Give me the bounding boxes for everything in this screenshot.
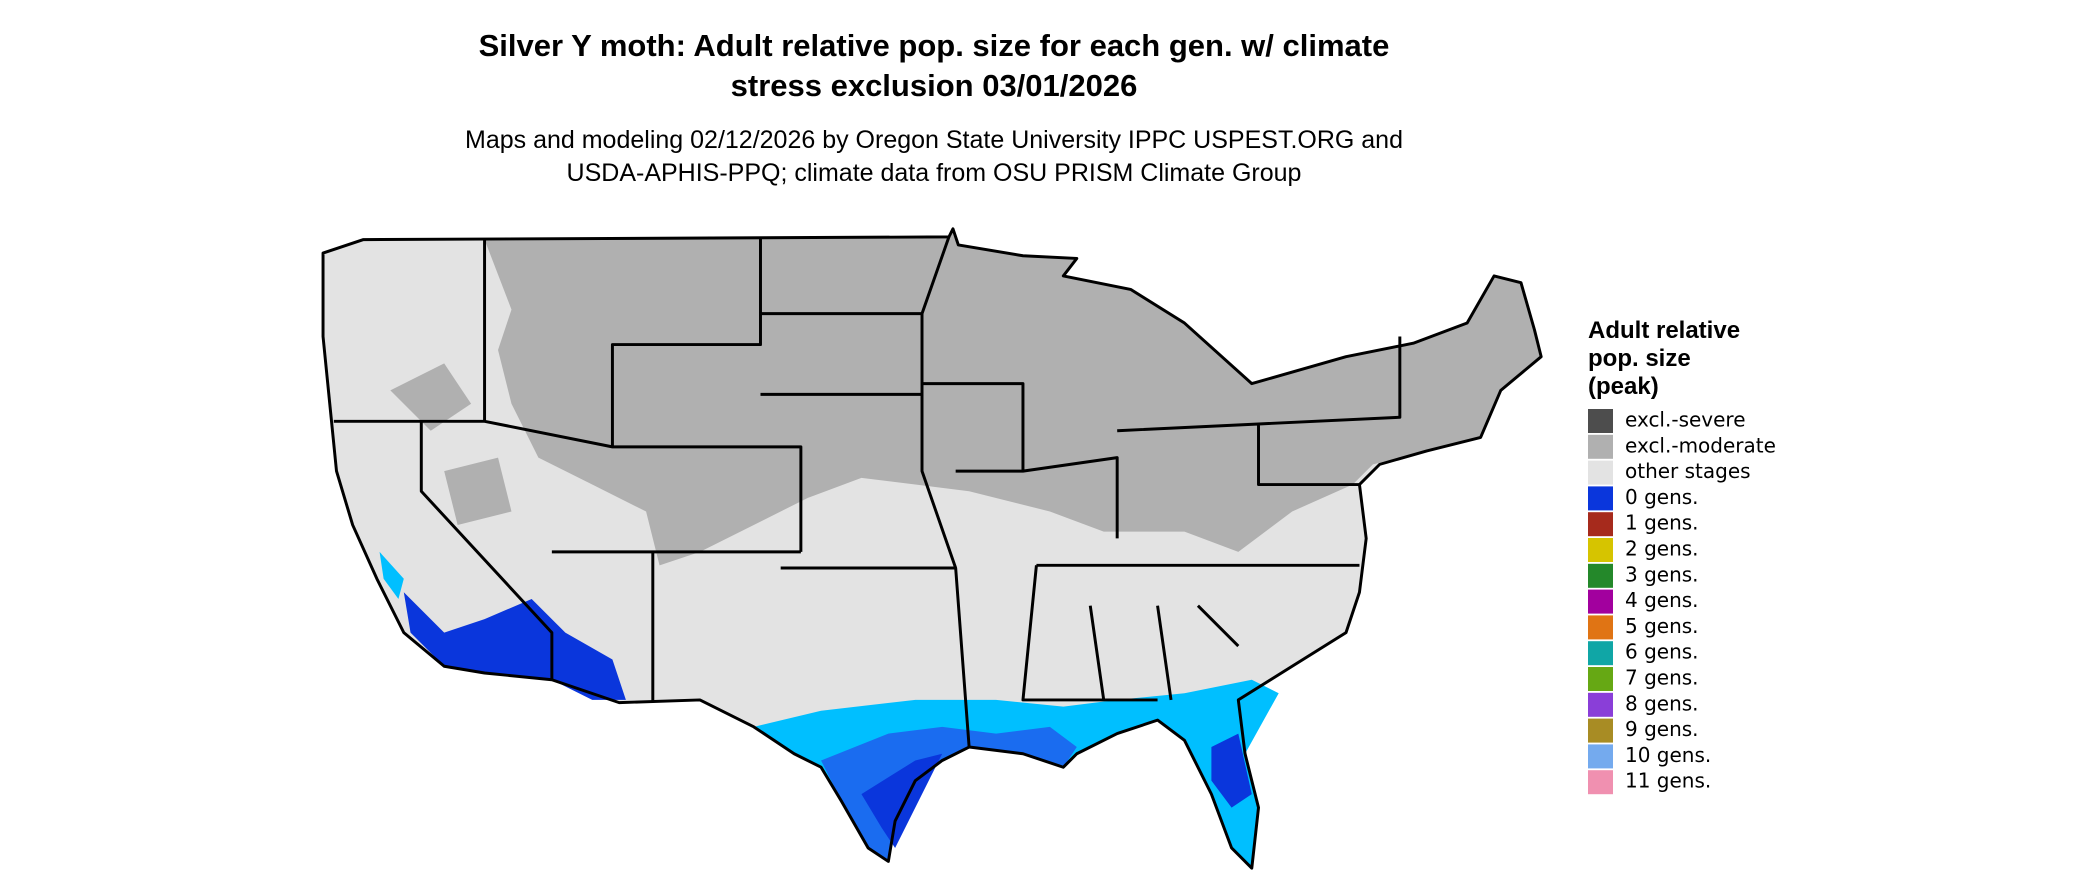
legend-label: 7 gens. <box>1625 666 1699 690</box>
legend-swatch <box>1588 409 1613 433</box>
titles: Silver Y moth: Adult relative pop. size … <box>465 28 1403 187</box>
legend-label: 4 gens. <box>1625 588 1699 612</box>
legend-label: 10 gens. <box>1625 743 1711 767</box>
subtitle-line: USDA-APHIS-PPQ; climate data from OSU PR… <box>567 159 1302 187</box>
gens-zone-southwest-light <box>379 551 404 599</box>
legend-label: 2 gens. <box>1625 537 1699 561</box>
title-line: Silver Y moth: Adult relative pop. size … <box>479 28 1390 63</box>
us-map <box>321 227 1543 870</box>
legend-label: 9 gens. <box>1625 717 1699 741</box>
legend-label: 5 gens. <box>1625 614 1699 638</box>
legend-swatch <box>1588 770 1613 795</box>
excluded-moderate-patch <box>444 457 512 525</box>
title-line: stress exclusion 03/01/2026 <box>731 68 1138 103</box>
legend-swatch <box>1588 718 1613 743</box>
legend-swatch <box>1588 641 1613 666</box>
legend-label: excl.-severe <box>1625 408 1746 432</box>
legend-label: 3 gens. <box>1625 562 1699 586</box>
legend-label: 8 gens. <box>1625 691 1699 715</box>
legend-title: Adult relative <box>1588 317 1740 344</box>
excluded-moderate-region <box>484 228 1542 566</box>
legend-swatch <box>1588 538 1613 562</box>
legend-label: 11 gens. <box>1625 769 1711 793</box>
legend-label: excl.-moderate <box>1625 433 1776 457</box>
line <box>333 236 1402 748</box>
excluded-moderate-patch <box>390 363 472 431</box>
legend-label: 6 gens. <box>1625 640 1699 664</box>
legend-label: 1 gens. <box>1625 511 1699 535</box>
legend-swatch <box>1588 692 1613 717</box>
gens-zone-mid <box>821 726 1077 862</box>
legend-swatch <box>1588 589 1613 614</box>
legend-swatch <box>1588 460 1613 485</box>
legend-label: other stages <box>1625 459 1751 483</box>
legend-swatch <box>1588 744 1613 769</box>
legend-swatch <box>1588 486 1613 511</box>
outline <box>321 227 1543 870</box>
legend-swatch <box>1588 563 1613 588</box>
legend-swatch <box>1588 667 1613 691</box>
gens-zone-dark <box>861 733 1252 848</box>
legend-swatch <box>1588 615 1613 640</box>
legend-title: pop. size <box>1588 345 1691 372</box>
subtitle-line: Maps and modeling 02/12/2026 by Oregon S… <box>465 126 1403 154</box>
boundaries <box>321 227 1543 870</box>
legend-swatch <box>1588 434 1613 459</box>
gens-zone-southwest <box>403 592 626 700</box>
legend-title: (peak) <box>1588 373 1659 400</box>
legend-label: 0 gens. <box>1625 485 1699 509</box>
legend-swatch <box>1588 512 1613 537</box>
